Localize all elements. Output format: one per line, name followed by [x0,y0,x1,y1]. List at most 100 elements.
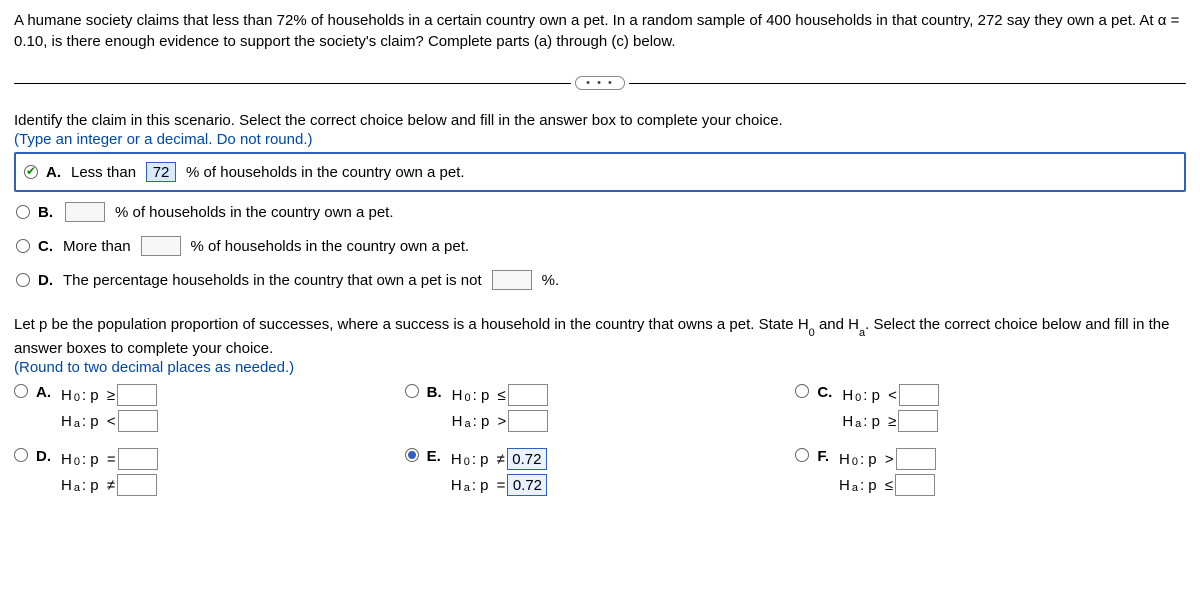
h0-colon-b: : p [473,387,490,404]
ha-sub: a [74,418,80,430]
radio-d[interactable] [16,273,30,287]
h0-sym-d: H [61,451,72,468]
choice-a-pre: Less than [71,164,136,181]
hyp-e-ha: Ha: p = 0.72 [451,474,548,496]
label-hyp-e: E. [427,448,441,465]
hyp-c-h0-input[interactable] [899,384,939,406]
choice-c-pre: More than [63,238,131,255]
h0-sub: 0 [74,392,80,404]
part1: Identify the claim in this scenario. Sel… [14,110,1186,294]
ha-sub-f: a [852,482,858,494]
hyp-e-ha-input[interactable]: 0.72 [507,474,547,496]
radio-a[interactable] [24,165,38,179]
h0-colon-f: : p [860,451,877,468]
ha-sub-d: a [74,482,80,494]
radio-hyp-d[interactable] [14,448,28,462]
part2: Let p be the population proportion of su… [14,314,1186,496]
part2-prompt: Let p be the population proportion of su… [14,314,1186,359]
radio-hyp-b[interactable] [405,384,419,398]
choice-d-container[interactable]: D. The percentage households in the coun… [14,266,1186,294]
h0-sub-f: 0 [852,456,858,468]
hyp-b-ha-input[interactable] [508,410,548,432]
hyp-d[interactable]: D. H0: p = Ha: p ≠ [14,448,405,496]
ha-sym-c: H [842,413,853,430]
radio-hyp-c[interactable] [795,384,809,398]
hyp-e[interactable]: E. H0: p ≠ 0.72 Ha: p = 0.72 [405,448,796,496]
choice-a-container[interactable]: A. Less than 72 % of households in the c… [14,152,1186,192]
lt-sym-c: < [888,387,897,404]
radio-hyp-f[interactable] [795,448,809,462]
label-hyp-b: B. [427,384,442,401]
ha-sym-f: H [839,477,850,494]
ha-colon-d: : p [82,477,99,494]
choice-a-input[interactable]: 72 [146,162,176,182]
ha-colon-c: : p [863,413,880,430]
label-a: A. [46,164,61,181]
hyp-d-h0-input[interactable] [118,448,158,470]
choice-c-input[interactable] [141,236,181,256]
ellipsis-icon[interactable]: • • • [575,76,625,90]
choice-d-input[interactable] [492,270,532,290]
le-sym: ≤ [497,387,505,404]
hyp-f[interactable]: F. H0: p > Ha: p ≤ [795,448,1186,496]
hyp-c[interactable]: C. H0: p < Ha: p ≥ [795,384,1186,432]
hyp-a-h0: H0: p ≥ [61,384,158,406]
h0-sym-f: H [839,451,850,468]
ha-colon: : p [82,413,99,430]
radio-hyp-e[interactable] [405,448,419,462]
radio-hyp-a[interactable] [14,384,28,398]
label-hyp-d: D. [36,448,51,465]
h0-sub-c: 0 [855,392,861,404]
ha-sub-c: a [855,418,861,430]
h0-colon-c: : p [863,387,880,404]
h0-colon-d: : p [82,451,99,468]
h0-sym-b: H [452,387,463,404]
radio-b[interactable] [16,205,30,219]
ha-sym-e: H [451,477,462,494]
hyp-a[interactable]: A. H0: p ≥ Ha: p < [14,384,405,432]
hyp-d-h0: H0: p = [61,448,158,470]
ge-sym: ≥ [107,387,115,404]
hyp-a-h0-input[interactable] [117,384,157,406]
ha-colon-b: : p [473,413,490,430]
choice-c-container[interactable]: C. More than % of households in the coun… [14,232,1186,260]
hyp-a-ha: Ha: p < [61,410,158,432]
part2-instruction: (Round to two decimal places as needed.) [14,359,1186,376]
part1-prompt: Identify the claim in this scenario. Sel… [14,110,1186,131]
ge-sym-c: ≥ [888,413,896,430]
gt-sym: > [497,413,506,430]
label-hyp-a: A. [36,384,51,401]
hyp-b-ha: Ha: p > [452,410,549,432]
ha-colon-f: : p [860,477,877,494]
ne-sym: ≠ [107,477,115,494]
hyp-e-h0-input[interactable]: 0.72 [507,448,547,470]
h0-sub-b: 0 [465,392,471,404]
choice-b-input[interactable] [65,202,105,222]
hyp-c-ha-input[interactable] [898,410,938,432]
ha-sym: H [61,413,72,430]
choice-d-post: %. [542,272,560,289]
radio-c[interactable] [16,239,30,253]
hyp-f-ha: Ha: p ≤ [839,474,936,496]
ne-sym-e: ≠ [497,451,505,468]
le-sym-f: ≤ [885,477,893,494]
hyp-c-ha: Ha: p ≥ [842,410,939,432]
eq-sym: = [107,451,116,468]
label-d: D. [38,272,53,289]
choice-b-container[interactable]: B. % of households in the country own a … [14,198,1186,226]
hyp-a-ha-input[interactable] [118,410,158,432]
hyp-c-h0: H0: p < [842,384,939,406]
h0-sub-d: 0 [74,456,80,468]
hyp-b-h0-input[interactable] [508,384,548,406]
hyp-d-ha-input[interactable] [117,474,157,496]
hyp-f-h0-input[interactable] [896,448,936,470]
separator: • • • [14,76,1186,90]
hyp-f-ha-input[interactable] [895,474,935,496]
ha-colon-e: : p [472,477,489,494]
choice-b-post: % of households in the country own a pet… [115,204,394,221]
ha-sub-e: a [464,482,470,494]
p2-text-b: and H [815,316,859,333]
p2-text-a: Let p be the population proportion of su… [14,316,809,333]
hyp-b[interactable]: B. H0: p ≤ Ha: p > [405,384,796,432]
label-hyp-f: F. [817,448,829,465]
